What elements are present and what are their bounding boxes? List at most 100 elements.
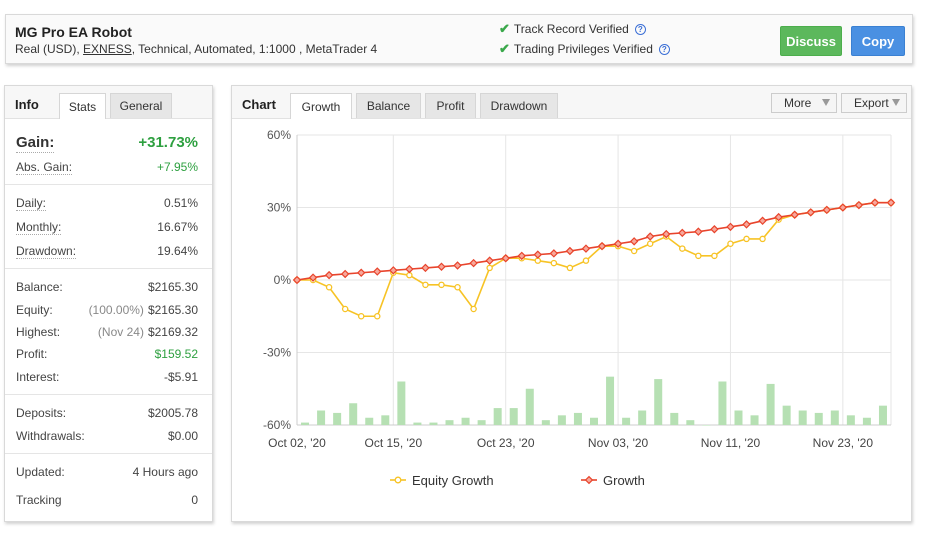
account-details: Real (USD), EXNESS, Technical, Automated… xyxy=(15,42,377,56)
equity-growth-point[interactable] xyxy=(470,305,477,313)
growth-point[interactable] xyxy=(517,251,526,261)
growth-point[interactable] xyxy=(389,266,398,275)
growth-point[interactable] xyxy=(742,220,751,229)
growth-point[interactable] xyxy=(613,239,623,248)
divider xyxy=(5,453,212,454)
growth-point[interactable] xyxy=(678,228,687,238)
tab-growth[interactable]: Growth xyxy=(290,93,352,119)
growth-point[interactable] xyxy=(822,205,832,215)
equity-growth-point[interactable] xyxy=(325,283,333,291)
monthly-label[interactable]: Monthly: xyxy=(16,220,62,235)
growth-point[interactable] xyxy=(629,237,639,246)
growth-point[interactable] xyxy=(469,258,478,268)
growth-point[interactable] xyxy=(854,200,864,210)
discuss-button[interactable]: Discuss xyxy=(780,26,842,56)
growth-point[interactable] xyxy=(790,210,799,219)
growth-point[interactable] xyxy=(356,268,366,277)
growth-point[interactable] xyxy=(645,232,655,241)
equity-growth-point[interactable] xyxy=(486,264,493,272)
growth-point[interactable] xyxy=(308,273,318,282)
equity-growth-line xyxy=(297,201,891,318)
growth-point[interactable] xyxy=(694,227,703,236)
tab-drawdown[interactable]: Drawdown xyxy=(480,93,558,118)
equity-growth-point[interactable] xyxy=(679,245,686,252)
equity-growth-point[interactable] xyxy=(711,252,718,260)
equity-growth-point[interactable] xyxy=(727,240,734,248)
growth-point[interactable] xyxy=(597,241,607,251)
growth-point[interactable] xyxy=(373,267,382,276)
growth-point[interactable] xyxy=(292,275,302,285)
growth-point[interactable] xyxy=(453,261,462,270)
more-dropdown[interactable]: More xyxy=(771,93,837,113)
growth-point[interactable] xyxy=(662,229,671,239)
equity-growth-point[interactable] xyxy=(422,281,429,289)
y-tick-label: -30% xyxy=(263,346,291,360)
growth-point[interactable] xyxy=(405,264,414,274)
growth-point[interactable] xyxy=(774,212,783,222)
volume-bar xyxy=(333,412,342,425)
equity-growth-point[interactable] xyxy=(582,257,590,264)
growth-point[interactable] xyxy=(838,203,848,212)
growth-point[interactable] xyxy=(501,254,510,263)
equity-growth-point[interactable] xyxy=(374,312,381,320)
broker-link[interactable]: EXNESS xyxy=(83,42,132,56)
help-icon[interactable]: ? xyxy=(658,43,670,55)
daily-label[interactable]: Daily: xyxy=(16,196,47,211)
legend-item[interactable]: Equity Growth xyxy=(390,473,494,488)
volume-bar xyxy=(477,420,486,425)
growth-point[interactable] xyxy=(324,270,334,280)
tab-profit[interactable]: Profit xyxy=(425,93,476,118)
growth-point[interactable] xyxy=(710,225,719,234)
copy-button[interactable]: Copy xyxy=(851,26,905,56)
profit-value: $159.52 xyxy=(154,347,198,361)
growth-point[interactable] xyxy=(437,262,446,271)
growth-point[interactable] xyxy=(581,244,591,253)
tab-balance[interactable]: Balance xyxy=(356,93,421,118)
tab-general[interactable]: General xyxy=(110,93,172,118)
equity-growth-point[interactable] xyxy=(743,235,750,243)
growth-point[interactable] xyxy=(549,249,559,258)
growth-point[interactable] xyxy=(806,208,815,217)
tracking-value: 0 xyxy=(191,493,198,507)
abs-gain-label[interactable]: Abs. Gain: xyxy=(16,160,73,175)
equity-growth-point[interactable] xyxy=(566,264,574,272)
growth-point[interactable] xyxy=(758,216,767,226)
growth-point[interactable] xyxy=(533,250,543,259)
growth-point[interactable] xyxy=(726,222,735,232)
growth-point[interactable] xyxy=(485,256,494,265)
x-tick-label: Oct 02, '20 xyxy=(268,436,326,450)
y-axis-labels: 60% 30% 0% -30% -60% xyxy=(263,128,291,432)
volume-bar xyxy=(493,408,502,425)
equity-growth-point[interactable] xyxy=(341,305,349,313)
equity-growth-point[interactable] xyxy=(630,247,638,255)
highest-date: (Nov 24) xyxy=(97,325,144,339)
equity-growth-point[interactable] xyxy=(454,283,461,291)
help-icon[interactable]: ? xyxy=(634,23,646,35)
chevron-down-icon xyxy=(822,99,830,106)
growth-point[interactable] xyxy=(886,198,896,207)
y-tick-label: 0% xyxy=(274,273,292,287)
growth-chart[interactable]: 60%30%0%-30%-60% Oct 02, '20 Oct 15, '20 O… xyxy=(232,119,911,523)
equity-growth-point[interactable] xyxy=(695,252,702,260)
chart-legend: Equity Growth Growth xyxy=(390,473,645,488)
equity-growth-point[interactable] xyxy=(759,235,766,243)
equity-growth-point[interactable] xyxy=(646,240,654,248)
export-dropdown[interactable]: Export xyxy=(841,93,907,113)
drawdown-label[interactable]: Drawdown: xyxy=(16,244,77,259)
equity-growth-point[interactable] xyxy=(438,281,445,289)
volume-bar xyxy=(638,410,647,425)
growth-point[interactable] xyxy=(870,198,880,207)
equity-growth-point[interactable] xyxy=(550,259,558,267)
growth-point[interactable] xyxy=(421,263,430,273)
growth-point[interactable] xyxy=(340,269,350,279)
x-tick-label: Oct 23, '20 xyxy=(477,436,535,450)
tab-stats[interactable]: Stats xyxy=(59,93,106,119)
chart-tabs: Chart Growth Balance Profit Drawdown Mor… xyxy=(232,86,911,119)
gain-label[interactable]: Gain: xyxy=(16,134,55,153)
drawdown-value: 19.64% xyxy=(157,244,198,258)
growth-point[interactable] xyxy=(565,246,575,256)
equity-growth-point[interactable] xyxy=(357,312,365,320)
interest-label: Interest: xyxy=(16,370,60,384)
volume-bar xyxy=(718,381,727,425)
legend-item[interactable]: Growth xyxy=(581,473,645,488)
